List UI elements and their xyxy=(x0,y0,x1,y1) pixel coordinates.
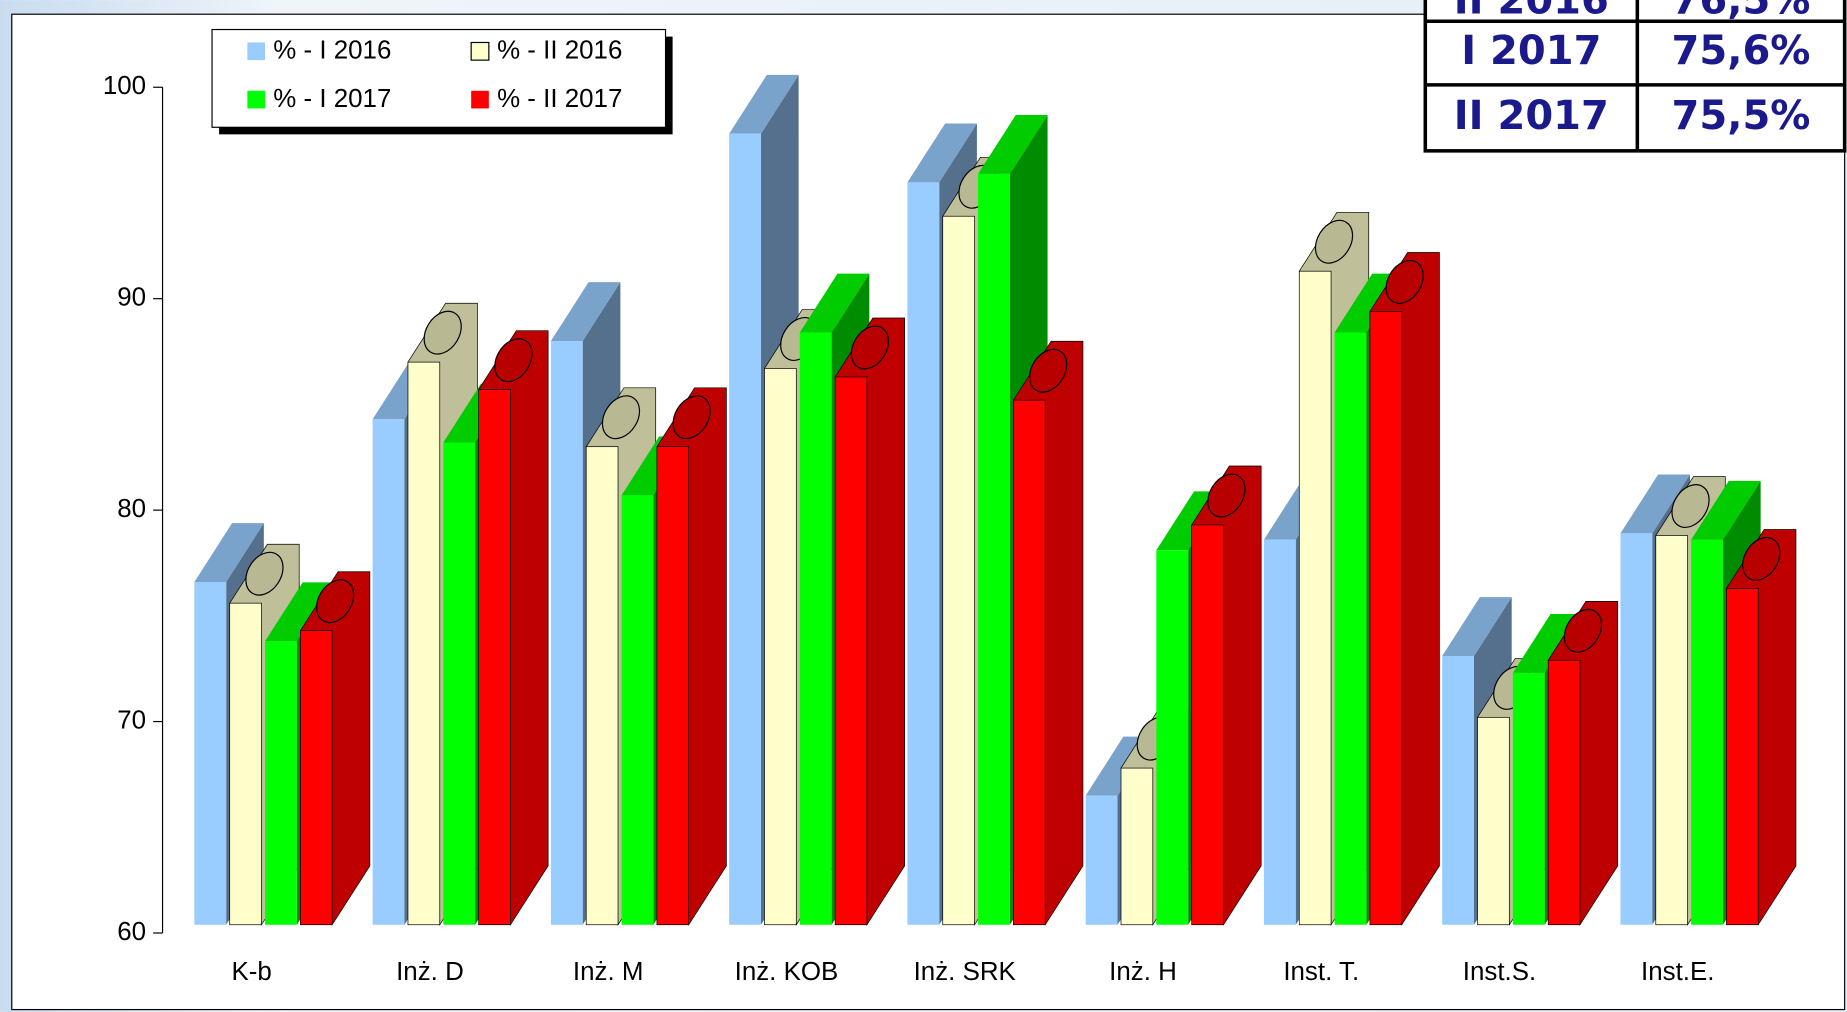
bar xyxy=(764,368,797,926)
legend-label: % - I 2017 xyxy=(273,85,391,113)
x-tick-label: Inż. H xyxy=(1109,958,1177,986)
legend-label: % - II 2016 xyxy=(497,37,622,65)
cylinder-top xyxy=(423,310,462,355)
bar xyxy=(1442,656,1474,925)
bar xyxy=(1477,716,1510,926)
bar xyxy=(621,495,654,925)
x-tick-label: Inż. SRK xyxy=(914,958,1016,986)
bar-top xyxy=(907,123,977,183)
bar-top xyxy=(978,115,1048,174)
cylinder-top xyxy=(601,395,641,440)
summary-table xyxy=(1423,0,1847,153)
bar xyxy=(907,182,940,925)
bar xyxy=(834,376,868,926)
bar xyxy=(1620,533,1653,925)
legend-swatch xyxy=(470,41,490,61)
bar xyxy=(1156,550,1189,925)
bar-top xyxy=(194,523,264,583)
table-cell: II 2016 xyxy=(1454,0,1609,23)
y-tick-label: 100 xyxy=(103,72,146,100)
bar xyxy=(478,389,511,926)
x-tick-label: K-b xyxy=(232,958,272,986)
bar xyxy=(1263,539,1296,925)
x-tick-label: Inż. D xyxy=(396,958,464,986)
bar xyxy=(656,446,690,926)
legend-items: % - I 2016 % - II 2016 % - I 2017 % - II 20… xyxy=(247,37,622,113)
table-cell: I 2017 xyxy=(1461,28,1601,74)
bar-top xyxy=(1620,474,1690,534)
bar-top xyxy=(550,282,621,341)
cylinder-top xyxy=(850,325,890,370)
plot: 60 70 80 90 100 K-b Inż. D Inż. M Inż. KOB Inż. S… xyxy=(103,72,1797,986)
bar xyxy=(1369,311,1403,926)
bar xyxy=(1334,332,1367,925)
x-tick-label: Inż. KOB xyxy=(735,958,839,986)
cylinder-top xyxy=(672,395,711,440)
bar xyxy=(1085,795,1118,925)
bar xyxy=(799,332,832,925)
bar xyxy=(1655,535,1688,926)
cylinder-top xyxy=(1314,219,1354,264)
cylinder-top xyxy=(1742,536,1781,581)
bar xyxy=(300,630,333,926)
bar xyxy=(1191,524,1224,926)
bar xyxy=(585,446,619,926)
bar xyxy=(1512,672,1545,925)
bar xyxy=(372,419,405,925)
bar xyxy=(550,340,583,925)
legend-swatch xyxy=(247,42,266,61)
bar xyxy=(1120,767,1154,926)
x-tick-label: Inż. M xyxy=(573,958,644,986)
bar xyxy=(265,641,297,925)
legend-label: % - I 2016 xyxy=(273,37,391,65)
bar-top xyxy=(1691,480,1761,540)
y-tick-label: 70 xyxy=(117,706,146,734)
cylinder-top xyxy=(1385,259,1424,304)
cylinder-top xyxy=(494,338,533,383)
bar xyxy=(407,361,441,926)
cylinder-top xyxy=(1029,348,1068,393)
cylinder-top xyxy=(1207,473,1246,518)
cylinder-top xyxy=(245,551,284,596)
legend-label: % - II 2017 xyxy=(497,85,622,113)
cylinder-top xyxy=(1563,608,1603,653)
bar xyxy=(1013,399,1046,926)
y-tick-label: 80 xyxy=(117,495,146,523)
bar xyxy=(729,133,761,925)
bar xyxy=(194,582,227,925)
legend-swatch xyxy=(471,90,489,109)
bar xyxy=(1547,659,1581,926)
table-cell: II 2017 xyxy=(1454,93,1609,139)
bar xyxy=(443,442,476,925)
table-cell: 75,6% xyxy=(1672,28,1811,74)
bar-top xyxy=(1512,614,1583,673)
bar xyxy=(1691,539,1723,925)
table-cells: II 2016 76,5% I 2017 75,6% II 2017 75,5% xyxy=(1425,0,1845,151)
bar-top xyxy=(265,582,335,642)
bar-top xyxy=(799,273,870,333)
table-cell: 75,5% xyxy=(1672,93,1811,139)
legend-swatch xyxy=(247,90,266,109)
x-tick-label: Inst.S. xyxy=(1463,958,1536,986)
bar xyxy=(229,602,262,926)
cylinder-top xyxy=(1671,484,1710,528)
y-tick-label: 60 xyxy=(117,918,146,946)
cylinder-top xyxy=(315,579,355,624)
table-cell: 76,5% xyxy=(1672,0,1811,23)
bar-top xyxy=(729,74,799,134)
bar xyxy=(1298,270,1332,926)
bar xyxy=(942,215,975,926)
legend xyxy=(211,28,667,128)
bar-top xyxy=(1442,597,1512,657)
y-tick-label: 90 xyxy=(117,284,146,312)
bar xyxy=(978,173,1010,925)
x-tick-label: Inst. T. xyxy=(1283,958,1359,986)
x-tick-label: Inst.E. xyxy=(1641,958,1714,986)
bar xyxy=(1726,588,1759,926)
